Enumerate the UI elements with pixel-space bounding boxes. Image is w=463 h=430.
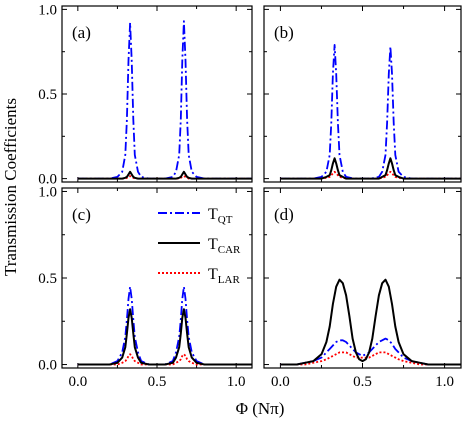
x-tick-label: 1.0 — [435, 374, 454, 390]
y-tick-label: 0.5 — [38, 271, 57, 287]
panel-b: (b) — [263, 5, 462, 183]
series-line-t-car — [280, 157, 461, 180]
legend-label-qt: TQT — [208, 206, 233, 226]
series-line-t-lar — [77, 353, 252, 366]
series-line-t-qt — [77, 20, 252, 180]
panel-d: 0.0 0.5 1.0 (d) — [263, 187, 462, 390]
series-line-t-lar — [280, 170, 461, 180]
series-line-t-qt — [280, 44, 461, 180]
x-tick-label: 0.0 — [271, 374, 290, 390]
x-tick-label: 0.0 — [68, 374, 87, 390]
y-tick-label: 0.0 — [38, 172, 57, 188]
series-line-t-qt — [77, 285, 252, 366]
panel-a: 0.0 0.5 1.0 (a) — [38, 2, 253, 188]
x-tick-label: 1.0 — [227, 374, 246, 390]
panel-label: (a) — [72, 23, 91, 42]
series-line-t-car — [77, 308, 252, 366]
series-line-t-car — [77, 170, 252, 180]
y-tick-label: 1.0 — [38, 2, 57, 18]
y-tick-label: 0.0 — [38, 358, 57, 374]
legend-label-car: TCAR — [208, 236, 241, 256]
legend-label-lar: TLAR — [208, 266, 240, 286]
y-tick-label: 0.5 — [38, 87, 57, 103]
panel-label: (c) — [72, 205, 91, 224]
x-tick-label: 0.5 — [353, 374, 372, 390]
x-tick-label: 0.5 — [148, 374, 167, 390]
x-axis-label: Φ (Nπ) — [236, 399, 285, 418]
legend: TQT TCAR TLAR — [158, 206, 241, 286]
panel-label: (b) — [274, 23, 294, 42]
y-axis-label: Transmission Coefficients — [1, 98, 20, 276]
y-tick-label: 1.0 — [38, 184, 57, 200]
panel-label: (d) — [274, 205, 294, 224]
panels: 0.00.51.0(a) (b)0.0 0.5 1.00.00.51.0(c) TQTT… — [38, 2, 462, 390]
series-line-t-car — [280, 278, 461, 366]
panel-c: 0.0 0.5 1.0 0.0 0.5 1.0 (c) TQT TCAR TLAR — [38, 184, 253, 390]
